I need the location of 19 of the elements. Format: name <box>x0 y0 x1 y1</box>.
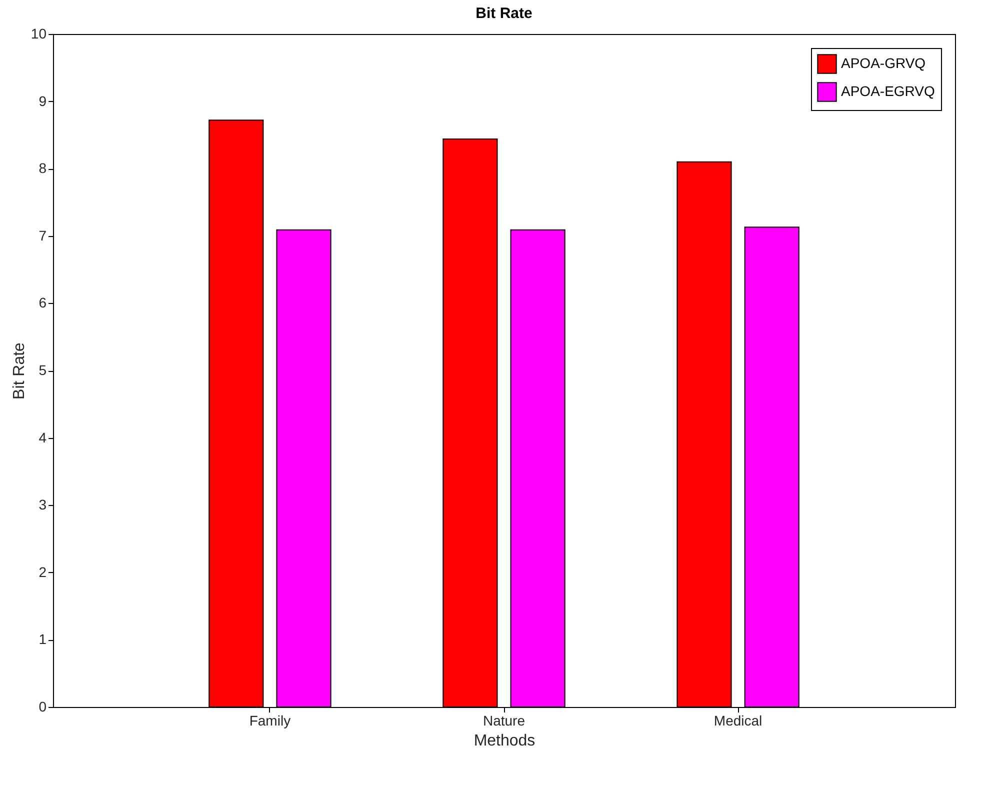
x-axis-title: Methods <box>474 732 536 750</box>
legend-label: APOA-GRVQ <box>841 55 926 71</box>
y-tick-label: 4 <box>38 429 47 446</box>
y-tick-label: 9 <box>38 92 47 109</box>
y-tick-label: 6 <box>38 294 47 311</box>
y-tick-label: 0 <box>38 698 47 714</box>
y-tick-label: 2 <box>38 564 47 580</box>
y-axis-title: Bit Rate <box>10 342 28 400</box>
y-tick-label: 7 <box>38 227 47 244</box>
y-tick-label: 10 <box>30 26 47 42</box>
x-tick-label: Medical <box>714 712 762 728</box>
y-tick-label: 5 <box>38 362 47 378</box>
y-tick-label: 8 <box>38 160 47 176</box>
x-tick-label: Nature <box>482 712 526 728</box>
y-tick-label: 1 <box>38 631 47 648</box>
x-tick-label: Family <box>249 712 291 728</box>
y-tick-label: 3 <box>38 496 47 513</box>
legend-label: APOA-EGRVQ <box>841 83 935 99</box>
chart-title: Bit Rate <box>476 5 532 22</box>
